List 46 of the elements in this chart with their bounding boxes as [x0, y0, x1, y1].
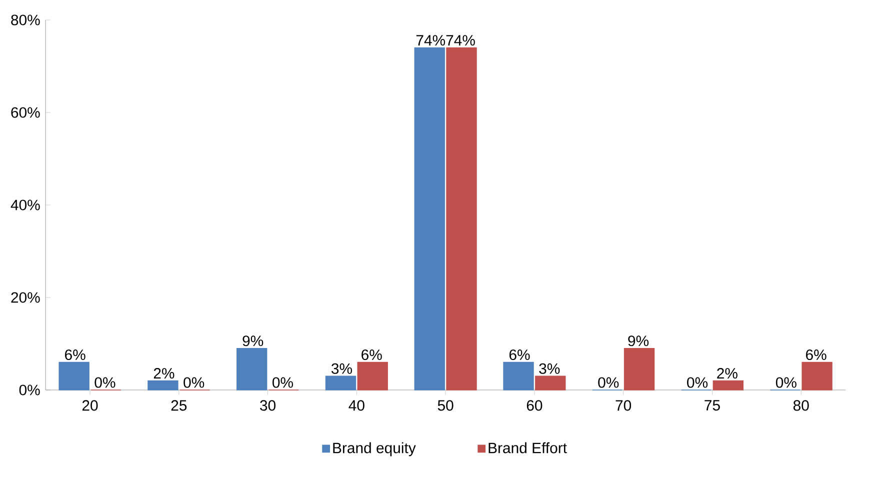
x-tick-label: 70 [616, 400, 632, 411]
x-tick-label: 80 [793, 400, 809, 411]
y-tick-label: 40% [10, 200, 40, 210]
data-label: 74% [416, 35, 446, 46]
data-label: 2% [717, 368, 738, 379]
bar [414, 47, 445, 390]
x-tick-label: 40 [348, 400, 364, 411]
y-tick-label: 20% [11, 292, 40, 303]
bar [236, 348, 268, 390]
data-label: 9% [628, 336, 649, 346]
bar [325, 376, 356, 390]
data-label: 6% [65, 349, 86, 360]
x-tick-label: 30 [260, 400, 276, 411]
data-label: 0% [598, 377, 619, 388]
data-label: 0% [776, 377, 796, 388]
data-label: 3% [539, 363, 560, 374]
y-tick-label: 0% [19, 384, 40, 396]
bar [148, 380, 178, 390]
x-tick-label: 20 [82, 400, 98, 411]
bar [624, 348, 655, 390]
data-label: 3% [331, 363, 352, 374]
data-label: 0% [94, 377, 116, 388]
bar [58, 362, 90, 390]
bar [802, 362, 832, 390]
data-label: 6% [362, 349, 382, 360]
y-tick-label: 60% [11, 107, 40, 118]
bar [535, 376, 566, 390]
data-label: 74% [446, 35, 475, 46]
data-label: 0% [687, 377, 708, 388]
data-label: 0% [272, 377, 293, 388]
x-tick-label: 75 [704, 400, 720, 411]
data-label: 6% [806, 349, 826, 360]
legend-label: Brand Effort [488, 442, 567, 454]
bar [446, 47, 477, 390]
x-tick-label: 50 [438, 400, 454, 411]
bar [357, 362, 388, 390]
y-tick-label: 80% [11, 14, 40, 26]
data-label: 6% [509, 349, 530, 360]
data-label: 9% [242, 336, 264, 346]
data-label: 2% [154, 368, 174, 379]
data-label: 0% [184, 377, 204, 388]
legend-label: Brand equity [333, 442, 416, 456]
bar [503, 362, 534, 390]
x-tick-label: 25 [171, 400, 187, 411]
bar [712, 380, 744, 390]
x-tick-label: 60 [526, 400, 542, 411]
